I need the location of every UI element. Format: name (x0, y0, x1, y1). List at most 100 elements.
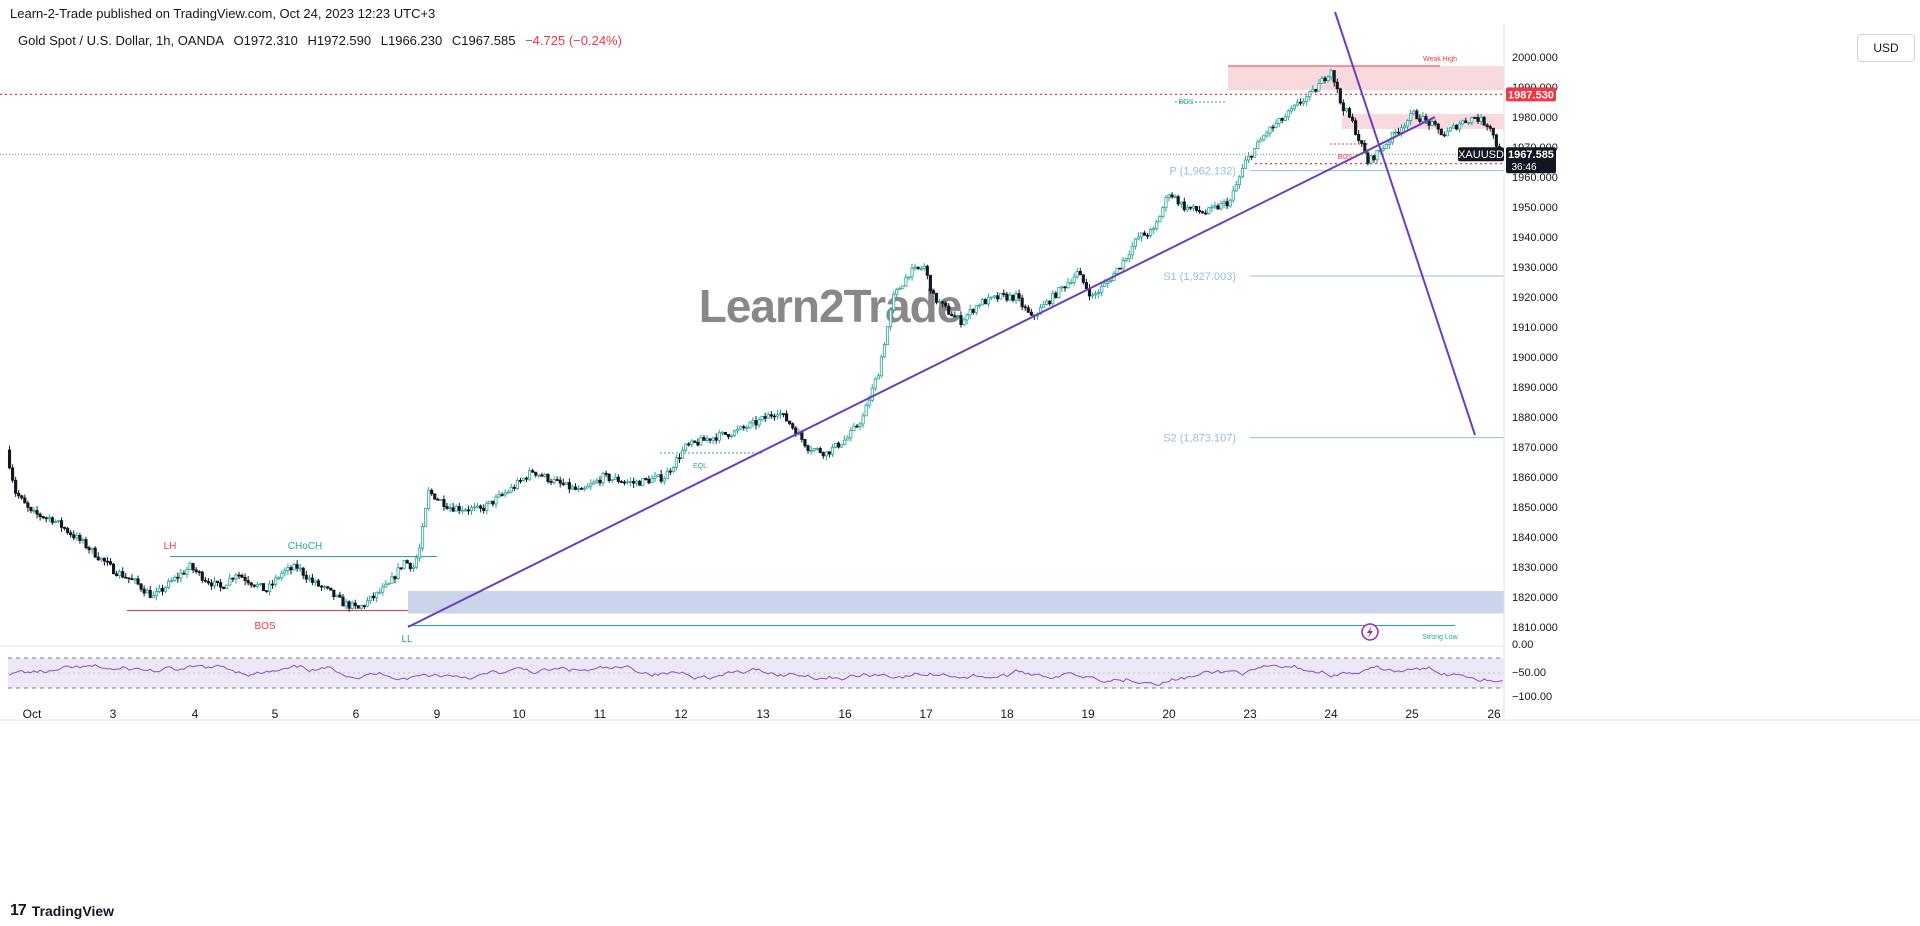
time-tick-label: 4 (192, 707, 199, 721)
candle-body (653, 475, 657, 479)
candle-body (436, 498, 440, 501)
candle-body (629, 481, 633, 483)
candle-body (127, 577, 131, 580)
candle-body (625, 481, 630, 484)
annotation-label: CHoCH (288, 541, 322, 552)
candle-body (252, 584, 256, 587)
candle-body (589, 483, 593, 487)
candle-body (723, 431, 727, 435)
candle-body (950, 313, 954, 317)
candle-body (1106, 281, 1110, 284)
ohlc-change: −4.725 (−0.24%) (525, 33, 622, 48)
candle-body (1081, 274, 1085, 283)
candle-body (231, 577, 235, 580)
candle-body (1476, 117, 1480, 122)
rsi-tick-label: −50.00 (1512, 667, 1546, 679)
candle-body (1289, 108, 1293, 112)
candle-body (344, 601, 348, 607)
annotation-label: Strong Low (1422, 634, 1458, 641)
price-tick-label: 2000.000 (1512, 52, 1558, 64)
candle-body (1436, 123, 1440, 130)
candle-body (237, 574, 241, 577)
candle-body (904, 276, 908, 287)
candle-body (469, 507, 474, 512)
candle-body (537, 474, 541, 477)
candle-body (892, 293, 896, 311)
rsi-tick-label: −100.00 (1512, 691, 1552, 703)
candle-body (720, 431, 724, 434)
candle-body (1133, 238, 1137, 247)
candle-body (974, 305, 978, 313)
annotation-label: BOS (254, 621, 275, 632)
candle-body (1121, 260, 1125, 269)
alert-lightning-icon[interactable] (1361, 623, 1379, 641)
candle-body (148, 589, 152, 598)
price-tick-label: 1880.000 (1512, 412, 1558, 424)
candle-body (176, 576, 180, 579)
candle-body (1127, 254, 1131, 259)
candle-body (1142, 232, 1147, 236)
candle-body (849, 430, 853, 439)
candle-body (690, 440, 694, 445)
candle-body (283, 570, 287, 574)
candle-body (93, 547, 97, 558)
time-tick-label: 5 (272, 707, 279, 721)
candle-body (830, 446, 835, 455)
candle-body (595, 479, 599, 483)
candle-body (1317, 83, 1321, 92)
time-tick-label: 25 (1405, 707, 1419, 721)
candle-body (130, 578, 134, 581)
candle-body (971, 309, 975, 313)
candle-body (463, 509, 467, 512)
candle-body (1479, 116, 1483, 122)
price-tick-label: 1830.000 (1512, 562, 1558, 574)
candle-body (408, 562, 412, 569)
price-tick-label: 1910.000 (1512, 322, 1558, 334)
currency-button[interactable]: USD (1857, 34, 1915, 62)
candle-body (53, 520, 57, 523)
candle-body (491, 500, 495, 505)
candle-body (225, 584, 229, 590)
price-tick-label: 1930.000 (1512, 262, 1558, 274)
candle-body (417, 547, 422, 559)
channel-lower-line[interactable] (407, 116, 1436, 628)
candle-body (375, 591, 379, 599)
time-tick-label: 13 (756, 707, 770, 721)
candle-body (1170, 194, 1174, 198)
candle-body (1149, 228, 1153, 236)
channel-upper-line[interactable] (1334, 11, 1476, 436)
candle-body (733, 430, 737, 437)
candle-body (411, 566, 415, 569)
candle-body (212, 580, 217, 587)
candle-body (298, 567, 302, 570)
candle-body (1320, 77, 1324, 84)
time-tick-label: Oct (23, 707, 42, 721)
candle-body (1433, 121, 1437, 125)
pivot-label: S2 (1,873.107) (1163, 433, 1236, 445)
candle-body (219, 582, 223, 588)
candle-body (1094, 293, 1098, 296)
candle-body (1387, 141, 1391, 146)
candle-body (59, 520, 64, 528)
candle-body (323, 586, 327, 589)
candle-body (580, 488, 584, 490)
candle-body (552, 479, 556, 483)
candle-body (1338, 88, 1342, 104)
candle-body (1351, 116, 1355, 122)
candle-body (84, 539, 88, 549)
candle-body (1222, 201, 1226, 205)
supply-zone-weak-high (1228, 66, 1504, 90)
candle-body (111, 563, 116, 575)
candle-body (1115, 267, 1119, 274)
candle-body (1271, 126, 1275, 129)
candle-body (1458, 123, 1462, 130)
candle-body (867, 399, 871, 406)
candle-body (1198, 210, 1202, 213)
candle-body (179, 572, 183, 579)
candle-body (729, 435, 734, 438)
candle-body (895, 289, 899, 295)
candle-body (457, 506, 461, 511)
candle-body (1023, 306, 1027, 309)
candle-body (353, 602, 357, 607)
